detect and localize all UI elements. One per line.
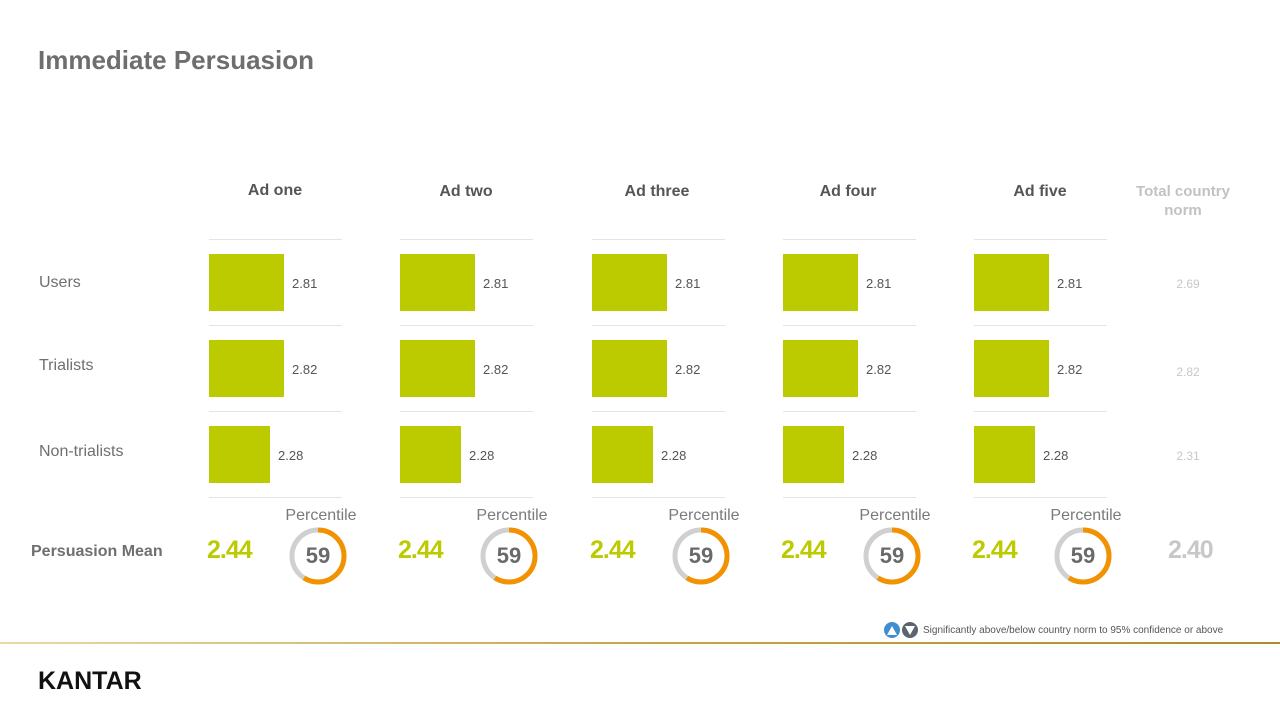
legend-text: Significantly above/below country norm t… (923, 624, 1224, 636)
bar-non-trialists-4 (783, 426, 844, 483)
percentile-label: Percentile (476, 507, 548, 524)
percentile-donut-1 (287, 525, 349, 587)
bar-trialists-1 (209, 340, 284, 397)
bar-value-label: 2.81 (675, 276, 701, 291)
bar-value-label: 2.81 (866, 276, 892, 291)
significance-legend: Significantly above/below country norm t… (884, 621, 1223, 639)
percentile-label: Percentile (859, 507, 931, 524)
bar-value-label: 2.82 (866, 362, 892, 377)
norm-value-users: 2.69 (1176, 277, 1200, 291)
row-separator (783, 411, 916, 412)
row-separator (974, 239, 1107, 240)
row-label-users: Users (39, 274, 81, 291)
bar-value-label: 2.82 (675, 362, 701, 377)
row-separator (974, 497, 1107, 498)
bar-trialists-2 (400, 340, 475, 397)
row-label-non-trialists: Non-trialists (39, 443, 124, 460)
percentile-donut-4 (861, 525, 923, 587)
norm-value-trialists: 2.82 (1176, 365, 1200, 379)
bar-value-label: 2.28 (852, 448, 878, 463)
row-separator (209, 325, 342, 326)
row-label-trialists: Trialists (39, 357, 94, 374)
row-separator (209, 239, 342, 240)
bar-non-trialists-2 (400, 426, 461, 483)
row-separator (400, 497, 533, 498)
bar-value-label: 2.81 (483, 276, 509, 291)
bar-value-label: 2.82 (483, 362, 509, 377)
row-separator (209, 411, 342, 412)
percentile-value-4: 59 (879, 543, 905, 568)
norm-header: Total country norm (1136, 183, 1230, 219)
persuasion-mean-4: 2.44 (781, 536, 827, 564)
bar-users-3 (592, 254, 667, 311)
percentile-label: Percentile (668, 507, 740, 524)
percentile-label: Percentile (1050, 507, 1122, 524)
bar-non-trialists-5 (974, 426, 1035, 483)
bar-users-2 (400, 254, 475, 311)
bar-trialists-5 (974, 340, 1049, 397)
bar-trialists-4 (783, 340, 858, 397)
row-separator (974, 411, 1107, 412)
row-separator (974, 325, 1107, 326)
row-separator (592, 411, 725, 412)
row-separator (592, 497, 725, 498)
column-header-5: Ad five (1013, 183, 1067, 200)
percentile-value-3: 59 (688, 543, 714, 568)
norm-mean: 2.40 (1168, 536, 1214, 564)
row-separator (783, 497, 916, 498)
column-header-4: Ad four (819, 183, 877, 200)
bar-users-4 (783, 254, 858, 311)
column-header-2: Ad two (439, 183, 493, 200)
persuasion-mean-1: 2.44 (207, 536, 253, 564)
percentile-donut-3 (670, 525, 732, 587)
percentile-label: Percentile (285, 507, 357, 524)
persuasion-mean-label: Persuasion Mean (31, 543, 163, 560)
percentile-donut-2 (478, 525, 540, 587)
bar-value-label: 2.28 (469, 448, 495, 463)
bar-value-label: 2.28 (278, 448, 304, 463)
bar-value-label: 2.28 (661, 448, 687, 463)
bar-trialists-3 (592, 340, 667, 397)
row-separator (592, 325, 725, 326)
percentile-donut-5 (1052, 525, 1114, 587)
bar-non-trialists-3 (592, 426, 653, 483)
column-header-3: Ad three (624, 183, 690, 200)
bar-users-1 (209, 254, 284, 311)
row-separator (400, 325, 533, 326)
percentile-value-1: 59 (305, 543, 331, 568)
kantar-logo: KANTAR (38, 667, 142, 695)
row-separator (783, 239, 916, 240)
bar-value-label: 2.82 (1057, 362, 1083, 377)
percentile-value-5: 59 (1070, 543, 1096, 568)
percentile-value-2: 59 (496, 543, 522, 568)
triangle-up-icon (884, 622, 900, 638)
bar-value-label: 2.81 (292, 276, 318, 291)
persuasion-mean-2: 2.44 (398, 536, 444, 564)
bar-value-label: 2.82 (292, 362, 318, 377)
row-separator (783, 325, 916, 326)
row-separator (400, 239, 533, 240)
page-title: Immediate Persuasion (38, 45, 314, 75)
persuasion-mean-3: 2.44 (590, 536, 636, 564)
bar-non-trialists-1 (209, 426, 270, 483)
footer-divider (0, 642, 1280, 644)
bar-value-label: 2.28 (1043, 448, 1069, 463)
triangle-down-icon (902, 622, 918, 638)
column-header-1: Ad one (247, 182, 303, 199)
row-separator (209, 497, 342, 498)
bar-users-5 (974, 254, 1049, 311)
norm-value-non-trialists: 2.31 (1176, 449, 1200, 463)
row-separator (592, 239, 725, 240)
persuasion-mean-5: 2.44 (972, 536, 1018, 564)
bar-value-label: 2.81 (1057, 276, 1083, 291)
row-separator (400, 411, 533, 412)
